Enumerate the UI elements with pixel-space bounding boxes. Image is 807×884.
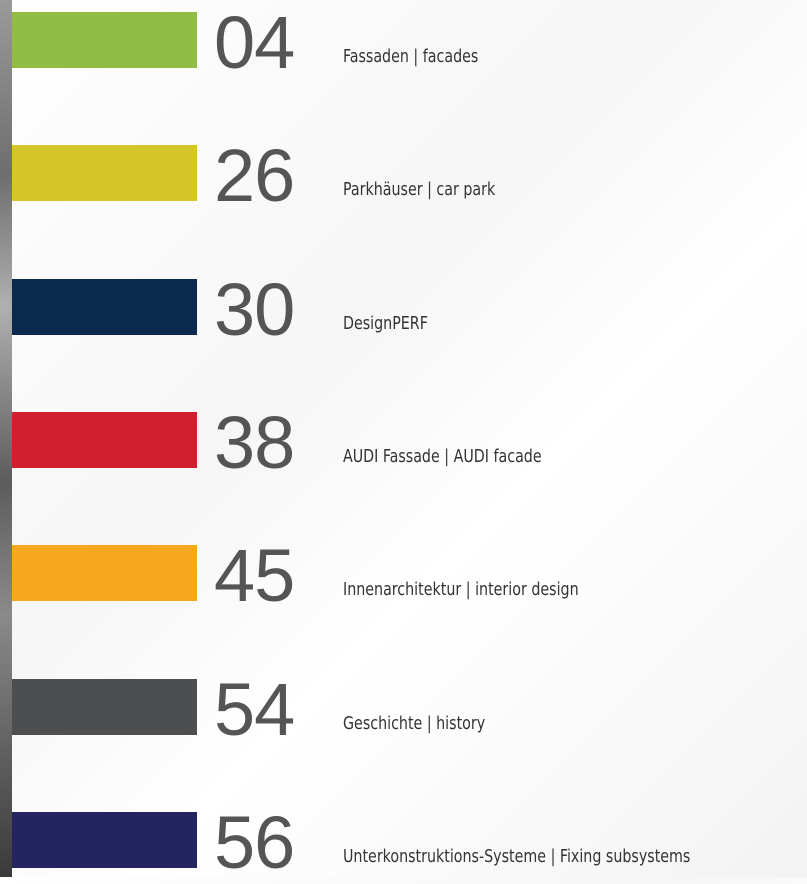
- section-title: Fassaden | facades: [343, 47, 478, 67]
- section-title: Parkhäuser | car park: [343, 180, 495, 200]
- section-title: DesignPERF: [343, 314, 428, 334]
- color-bar: [12, 545, 197, 601]
- page-number: 30: [214, 273, 294, 347]
- color-bar: [12, 279, 197, 335]
- page-number: 45: [214, 539, 294, 613]
- section-title: Innenarchitektur | interior design: [343, 580, 579, 600]
- color-bar: [12, 12, 197, 68]
- photo-strip: [0, 0, 12, 877]
- page-number: 38: [214, 406, 294, 480]
- color-bar: [12, 812, 197, 868]
- color-bar: [12, 679, 197, 735]
- page-number: 04: [214, 6, 294, 80]
- page-number: 54: [214, 673, 294, 747]
- color-bar: [12, 412, 197, 468]
- section-title: Unterkonstruktions-Systeme | Fixing subs…: [343, 847, 690, 867]
- page: 04 Fassaden | facades 26 Parkhäuser | car p…: [0, 0, 807, 877]
- section-title: Geschichte | history: [343, 714, 485, 734]
- color-bar: [12, 145, 197, 201]
- section-title: AUDI Fassade | AUDI facade: [343, 447, 542, 467]
- page-number: 56: [214, 806, 294, 880]
- page-number: 26: [214, 139, 294, 213]
